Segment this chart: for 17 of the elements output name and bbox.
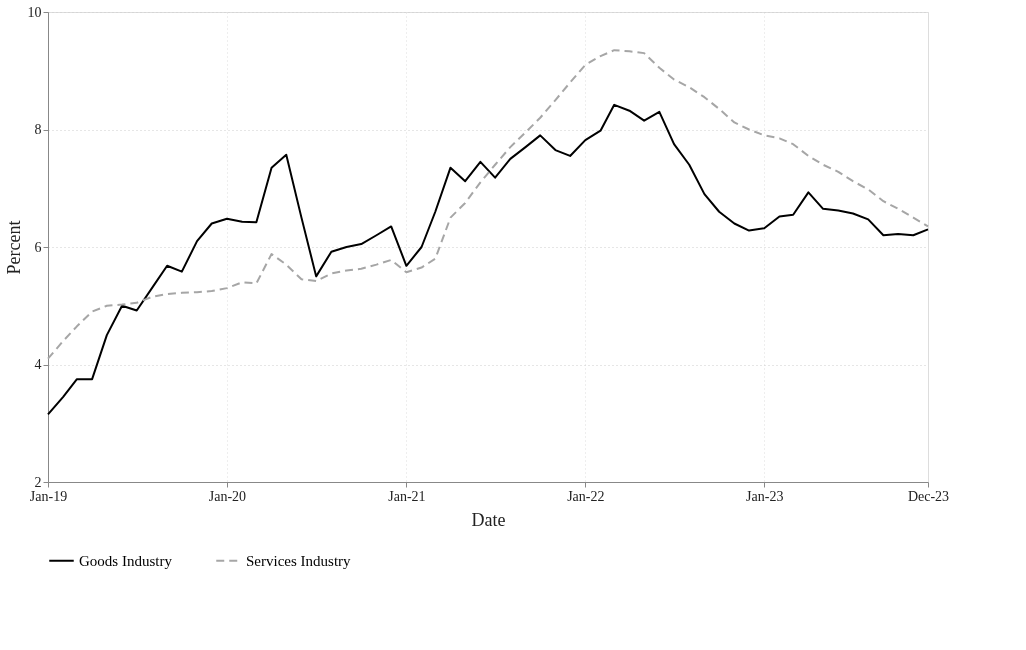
- line-series: [47, 103, 929, 416]
- x-tick-label: Jan-20: [208, 488, 247, 504]
- x-tick-label: Jan-19: [29, 488, 68, 504]
- y-tick-label: 10: [27, 4, 42, 20]
- y-tick-label: 8: [34, 122, 42, 137]
- y-axis-title: Percent: [3, 220, 24, 275]
- x-tick-label: Jan-23: [746, 488, 784, 504]
- x-tick-label: Dec-23: [907, 488, 950, 504]
- line-series: [47, 49, 929, 360]
- y-tick-label: 6: [34, 239, 42, 255]
- legend-label: Services Industry: [246, 552, 352, 569]
- legend-label: Goods Industry: [79, 552, 173, 569]
- x-tick-label: Jan-21: [388, 488, 426, 504]
- x-axis-title: Date: [471, 509, 506, 530]
- y-tick-label: 2: [34, 474, 42, 490]
- y-tick-label: 4: [34, 357, 42, 372]
- x-tick-label: Jan-22: [567, 488, 605, 504]
